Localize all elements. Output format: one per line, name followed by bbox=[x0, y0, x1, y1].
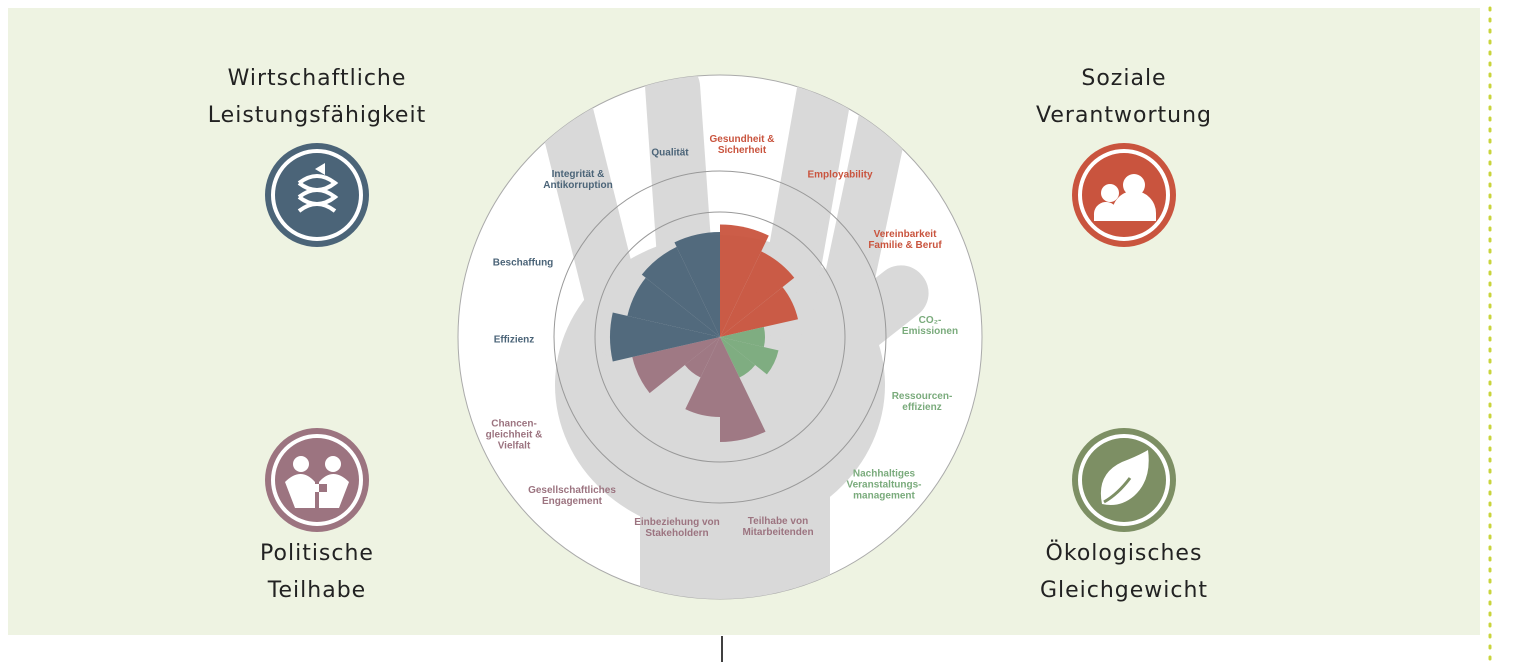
category-label: Employability bbox=[807, 170, 872, 181]
category-label: CO₂- Emissionen bbox=[902, 315, 958, 337]
category-label: Effizienz bbox=[494, 335, 535, 346]
icon-disc bbox=[265, 143, 369, 247]
category-label: Chancen- gleichheit & Vielfalt bbox=[486, 419, 543, 452]
category-label: Gesellschaftliches Engagement bbox=[528, 485, 616, 507]
section-title: Politische Teilhabe bbox=[260, 535, 374, 609]
section-title: Ökologisches Gleichgewicht bbox=[1040, 535, 1208, 609]
page: Gesundheit & Sicherheit Employability Vere… bbox=[0, 0, 1513, 662]
category-label: Teilhabe von Mitarbeitenden bbox=[742, 516, 813, 538]
section-icon bbox=[265, 428, 369, 532]
category-label: Vereinbarkeit Familie & Beruf bbox=[868, 229, 941, 251]
category-label: Nachhaltiges Veranstaltungs- management bbox=[846, 469, 921, 502]
section-title: Wirtschaftliche Leistungsfähigkeit bbox=[208, 60, 426, 134]
icon-disc bbox=[265, 428, 369, 532]
icon-glyph bbox=[293, 456, 309, 472]
category-label: Beschaffung bbox=[493, 258, 554, 269]
icon-glyph bbox=[1101, 184, 1119, 202]
icon-glyph bbox=[325, 456, 341, 472]
category-label: Qualität bbox=[651, 148, 688, 159]
section-icon bbox=[1072, 143, 1176, 247]
category-label: Ressourcen- effizienz bbox=[892, 391, 953, 413]
section-icon bbox=[265, 143, 369, 247]
section-title: Soziale Verantwortung bbox=[1036, 60, 1212, 134]
section-icon bbox=[1072, 428, 1176, 532]
category-label: Integrität & Antikorruption bbox=[543, 169, 612, 191]
category-label: Gesundheit & Sicherheit bbox=[709, 134, 774, 156]
category-label: Einbeziehung von Stakeholdern bbox=[634, 517, 720, 539]
